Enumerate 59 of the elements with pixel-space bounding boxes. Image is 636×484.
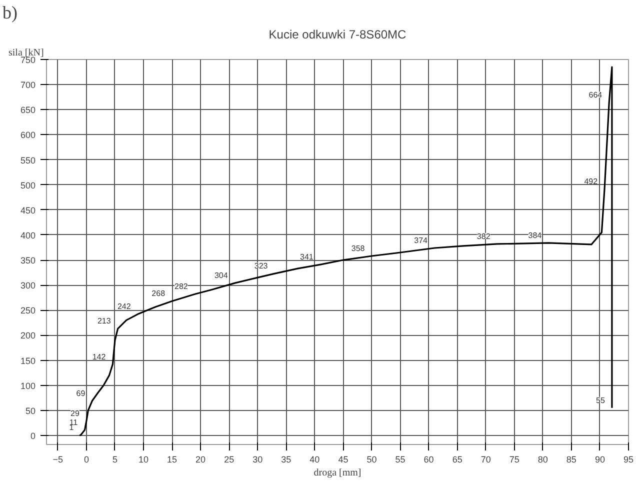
x-tick-label: 65 xyxy=(452,454,462,464)
y-tick-label: 50 xyxy=(25,406,36,416)
y-tick-label: 300 xyxy=(20,280,36,291)
data-label: 374 xyxy=(414,236,428,245)
y-tick-label: 550 xyxy=(20,155,36,166)
y-tick-label: 650 xyxy=(20,105,36,116)
y-tick-label: 700 xyxy=(20,80,36,90)
chart-title: Kucie odkuwki 7-8S60MC xyxy=(268,28,407,42)
data-label: 282 xyxy=(174,282,188,292)
x-tick-label: 5 xyxy=(112,454,118,464)
data-label: 142 xyxy=(92,352,106,362)
x-tick-label: 85 xyxy=(566,454,576,464)
y-tick-label: 100 xyxy=(20,380,36,391)
y-tick-label: 500 xyxy=(20,180,36,190)
data-label: 268 xyxy=(152,289,166,298)
data-label: 11 xyxy=(69,418,78,427)
y-tick-label: 200 xyxy=(20,330,36,341)
x-tick-label: 95 xyxy=(623,454,634,464)
x-tick-label: 75 xyxy=(509,454,520,464)
y-tick-label: 250 xyxy=(20,306,36,316)
data-label: 242 xyxy=(117,302,132,312)
x-tick-label: 50 xyxy=(366,454,377,464)
x-tick-label: 30 xyxy=(252,454,263,464)
y-tick-label: 450 xyxy=(20,205,36,216)
data-label: 213 xyxy=(97,316,112,326)
data-label: 304 xyxy=(214,271,228,280)
data-label: 69 xyxy=(76,388,86,398)
x-tick-label: 35 xyxy=(281,454,292,464)
x-tick-label: 20 xyxy=(196,454,206,464)
data-label: 323 xyxy=(254,262,268,271)
x-tick-label: −5 xyxy=(52,454,64,464)
x-tick-label: 40 xyxy=(310,454,320,464)
y-tick-label: 350 xyxy=(20,256,36,266)
data-label: 492 xyxy=(584,176,598,186)
y-tick-label: 750 xyxy=(20,55,36,65)
y-tick-label: 0 xyxy=(30,430,36,441)
data-label: 382 xyxy=(476,232,491,241)
line-series xyxy=(78,66,613,436)
y-tick-label: 150 xyxy=(20,356,36,366)
x-tick-label: 55 xyxy=(395,454,406,464)
x-tick-label: 25 xyxy=(224,454,234,464)
x-tick-label: 10 xyxy=(138,454,149,464)
data-label: 341 xyxy=(300,252,314,262)
x-tick-label: 15 xyxy=(167,454,178,464)
y-tick-label: 400 xyxy=(20,230,36,240)
text: b) xyxy=(2,2,18,22)
x-tick-label: 0 xyxy=(84,454,89,464)
x-tick-label: 45 xyxy=(338,454,348,464)
data-label: 358 xyxy=(351,244,366,254)
x-tick-label: 80 xyxy=(538,454,548,464)
x-tick-label: 90 xyxy=(594,454,605,464)
x-tick-label: 60 xyxy=(424,454,434,464)
data-label: 384 xyxy=(528,230,542,240)
x-axis-title: droga [mm] xyxy=(314,468,362,478)
data-label: 55 xyxy=(596,396,606,405)
data-label: 664 xyxy=(588,90,603,100)
y-tick-label: 600 xyxy=(20,130,36,140)
x-tick-label: 70 xyxy=(480,454,491,464)
data-label: 29 xyxy=(70,408,80,418)
